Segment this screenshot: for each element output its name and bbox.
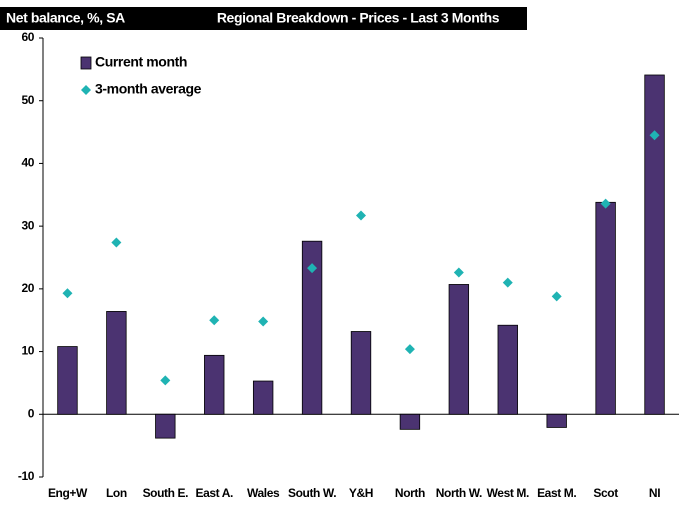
legend-label: 3-month average (95, 81, 202, 97)
y-tick-label: 20 (21, 281, 34, 295)
average-marker (453, 267, 464, 278)
bar (644, 74, 665, 415)
bar (301, 240, 323, 415)
y-tick-label: 50 (21, 93, 34, 107)
x-tick-label: East A. (196, 486, 234, 500)
bar (204, 354, 225, 415)
average-marker (258, 316, 269, 327)
y-tick-label: 10 (21, 344, 34, 358)
bar (448, 284, 470, 415)
y-tick-label: 60 (21, 30, 34, 44)
average-marker (111, 237, 122, 248)
x-tick-label: Y&H (349, 486, 373, 500)
bar (595, 201, 616, 415)
x-tick-label: South W. (288, 486, 336, 500)
x-tick-label: NI (649, 486, 660, 500)
bar (350, 331, 372, 415)
legend-swatch (80, 56, 92, 70)
y-tick-label: -10 (18, 469, 35, 483)
y-tick-label: 40 (21, 156, 34, 170)
x-tick-label: South E. (143, 486, 189, 500)
average-marker (160, 375, 171, 386)
average-marker (209, 315, 220, 326)
y-axis-label: Net balance, %, SA (6, 10, 125, 26)
bar (106, 311, 127, 415)
bar (155, 413, 176, 439)
bar (57, 346, 78, 415)
average-marker (307, 263, 318, 274)
average-marker (551, 291, 562, 302)
average-marker (62, 288, 73, 299)
header-bar (0, 7, 527, 30)
y-tick-label: 30 (21, 218, 34, 232)
x-tick-label: Wales (247, 486, 280, 500)
x-tick-label: Eng+W (48, 486, 88, 500)
x-tick-label: Scot (593, 486, 618, 500)
average-marker (502, 277, 513, 288)
y-tick-label: 0 (28, 406, 35, 420)
x-tick-label: West M. (487, 486, 529, 500)
x-tick-label: East M. (537, 486, 576, 500)
chart-title: Regional Breakdown - Prices - Last 3 Mon… (217, 10, 500, 26)
legend-swatch (81, 85, 91, 95)
bar (252, 380, 274, 415)
average-marker (356, 210, 366, 221)
average-marker (404, 344, 415, 355)
bar (546, 413, 567, 428)
average-marker (649, 130, 660, 141)
legend-label: Current month (95, 54, 187, 70)
x-tick-label: North (395, 486, 425, 500)
average-marker (600, 198, 611, 209)
bar (399, 413, 421, 430)
x-tick-label: Lon (106, 486, 127, 500)
bar (497, 324, 518, 415)
x-tick-label: North W. (436, 486, 482, 500)
